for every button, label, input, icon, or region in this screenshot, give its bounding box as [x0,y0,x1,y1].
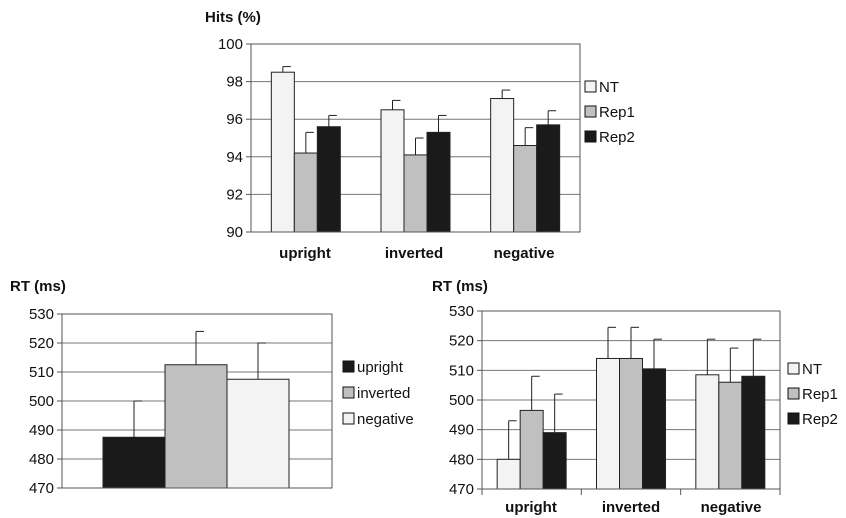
chart-hits: Hits (%) 90 92 94 96 98 100 upright inverted … [205,9,635,262]
bar [380,109,405,233]
bar [513,145,538,233]
bar [403,154,428,233]
y-tick-label: 530 [449,303,474,320]
y-axis-title: Hits (%) [205,9,261,26]
bar [519,409,544,490]
legend-swatch-nt [787,362,800,375]
x-tick-labels: upright inverted negative [279,245,554,262]
bar [619,357,643,490]
legend-label: negative [357,411,414,428]
x-tick-label: negative [494,245,555,262]
y-axis-title: RT (ms) [10,278,66,295]
legend-swatch-upright [342,360,355,373]
x-tick-label: upright [505,499,557,516]
bar [102,436,166,489]
legend: NT Rep1 Rep2 [584,79,635,146]
y-tick-label: 470 [29,480,54,497]
y-tick-labels: 470 480 490 500 510 520 530 [449,303,482,498]
y-tick-label: 470 [449,481,474,498]
x-tick-labels: upright inverted negative [505,499,761,516]
bar [536,124,561,233]
y-tick-label: 98 [226,74,243,91]
legend-label: NT [599,79,619,96]
legend-label: inverted [357,385,410,402]
category-separators [481,489,781,495]
y-tick-label: 480 [29,451,54,468]
legend-swatch-rep1 [584,105,597,118]
y-tick-label: 96 [226,111,243,128]
legend: NT Rep1 Rep2 [787,361,838,428]
bar [316,126,341,233]
bar [596,357,620,490]
legend: upright inverted negative [342,359,414,428]
bar [695,374,720,490]
legend-label: Rep1 [802,386,838,403]
legend-swatch-rep2 [584,130,597,143]
x-tick-label: inverted [602,499,660,516]
bar [270,71,295,233]
legend-label: Rep1 [599,104,635,121]
plot-frame [250,43,581,233]
y-tick-label: 520 [29,335,54,352]
legend-label: Rep2 [599,129,635,146]
bars [102,330,290,489]
x-tick-label: negative [701,499,762,516]
y-tick-label: 500 [449,392,474,409]
x-tick-label: upright [279,245,331,262]
bar [496,458,521,490]
y-tick-label: 490 [29,422,54,439]
y-tick-label: 510 [29,364,54,381]
bar [490,98,515,233]
y-axis-title: RT (ms) [432,278,488,295]
chart-rt-conditions: RT (ms) 470 480 490 500 510 520 530 upright in… [10,278,414,497]
bar [426,131,451,233]
y-tick-label: 90 [226,224,243,241]
bar [642,368,666,490]
y-tick-labels: 90 92 94 96 98 100 [218,36,251,241]
y-tick-labels: 470 480 490 500 510 520 530 [29,306,62,497]
bar [164,364,228,489]
bar [718,381,743,490]
x-tick-label: inverted [385,245,443,262]
legend-swatch-rep2 [787,412,800,425]
bar [741,375,766,490]
y-tick-label: 490 [449,422,474,439]
legend-label: NT [802,361,822,378]
legend-swatch-rep1 [787,387,800,400]
bars [270,66,561,233]
legend-swatch-negative [342,412,355,425]
legend-label: Rep2 [802,411,838,428]
bar [293,152,318,233]
bar [226,378,290,489]
y-tick-label: 510 [449,362,474,379]
bar [542,432,567,490]
chart-rt-groups: RT (ms) 470 480 490 500 510 520 530 upright in… [432,278,838,516]
legend-label: upright [357,359,404,376]
bars [496,326,766,490]
y-tick-label: 480 [449,451,474,468]
y-tick-label: 92 [226,186,243,203]
y-tick-label: 94 [226,149,243,166]
y-tick-label: 520 [449,333,474,350]
legend-swatch-nt [584,80,597,93]
y-tick-label: 530 [29,306,54,323]
legend-swatch-inverted [342,386,355,399]
y-tick-label: 100 [218,36,243,53]
y-tick-label: 500 [29,393,54,410]
